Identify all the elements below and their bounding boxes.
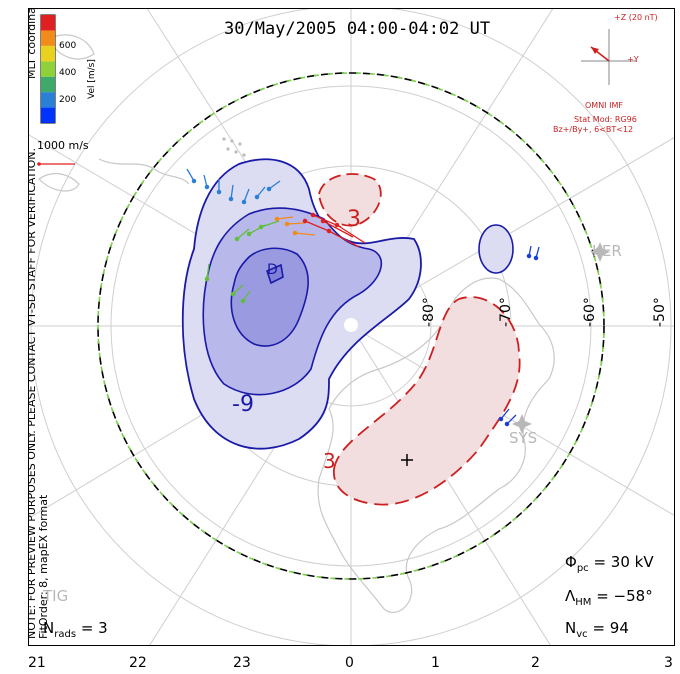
mlt-tick-0: 0 (345, 655, 354, 671)
vector-group-orange (274, 216, 316, 236)
colorbar-swatch-6 (41, 15, 55, 31)
stat-nrads: Nrads = 3 (43, 619, 108, 640)
colorbar-swatch-3 (41, 61, 55, 77)
velocity-vectors (186, 137, 540, 427)
station-label-tig: TIG (43, 587, 69, 605)
imf-z-label: +Z (20 nT) (614, 13, 658, 22)
colorbar-unit: Vel [m/s] (87, 59, 97, 99)
negative-cell-core (230, 247, 309, 347)
reference-vector-label: 1000 m/s (37, 139, 89, 152)
stat-nvc: Nvc = 94 (565, 619, 629, 640)
imf-arrowhead (591, 47, 599, 54)
colorbar-tick-400: 400 (59, 68, 77, 78)
imf-y-label: +Y (627, 55, 639, 64)
colorbar-swatch-5 (41, 30, 55, 46)
contour-label-positive-bottom: 3 (323, 449, 336, 473)
colorbar-tick-200: 200 (59, 95, 77, 105)
map-title: 30/May/2005 04:00-04:02 UT (224, 19, 491, 39)
vector-group-east (498, 245, 540, 427)
colorbar-swatch-0 (41, 107, 55, 123)
stat-phi-pc: Φpc = 30 kV (565, 553, 654, 574)
hm-boundary-green (97, 72, 605, 580)
meridian-5 (350, 325, 551, 645)
colorbar-swatch-2 (41, 76, 55, 93)
contour-label-negative: -9 (232, 392, 254, 417)
stat-lambda-hm: ΛHM = −58° (565, 587, 653, 608)
colorbar-tick-600: 600 (59, 41, 77, 51)
map-frame: 30/May/2005 04:00-04:02 UT +Z (20 nT) +Y… (28, 8, 675, 646)
imf-dial (581, 29, 637, 85)
mlt-tick-2: 2 (531, 655, 540, 671)
station-label-sys: SYS (509, 429, 538, 447)
latitude-label-70: -70° (498, 297, 514, 327)
potential-max-marker (401, 454, 413, 466)
station-markers (512, 242, 610, 434)
imf-conditions: Bz+/By+, 6<BT<12 (553, 125, 634, 134)
coastline-peninsula (98, 158, 190, 185)
coastline-island-2 (48, 34, 95, 60)
vector-group-green (204, 220, 280, 304)
pole-marker (344, 318, 358, 332)
mlt-tick-23: 23 (233, 655, 251, 671)
positive-cell-top (318, 173, 382, 227)
coastline-island-1 (38, 172, 80, 192)
vector-group-grey (222, 137, 246, 157)
vector-group-dawn (186, 168, 281, 205)
station-label-ker: KER (592, 242, 622, 260)
station-star-ker (590, 242, 610, 262)
negative-cell-small (478, 224, 514, 274)
colorbar-swatch-1 (41, 92, 55, 108)
mlt-tick-22: 22 (129, 655, 147, 671)
colorbar-swatch-4 (41, 45, 55, 62)
colorbar-swatches (41, 15, 55, 123)
mlt-tick-3: 3 (664, 655, 673, 671)
coordinates-label: MLT coordinates (28, 8, 38, 79)
mlt-tick-1: 1 (431, 655, 440, 671)
reference-vector-dot (37, 162, 41, 166)
imf-source: OMNI IMF (585, 101, 623, 110)
positive-cell-bottom (333, 296, 521, 506)
polar-map (29, 9, 674, 645)
negative-cell-center (266, 263, 284, 285)
contour-label-center: D (267, 262, 278, 278)
imf-model: Stat Mod: RG96 (574, 115, 637, 124)
latitude-label-80: -80° (421, 297, 437, 327)
latitude-label-50: -50° (652, 297, 668, 327)
fit-note: FitOrder: 8, mapEX format (37, 494, 50, 639)
vector-group-red (302, 212, 366, 248)
station-star-sys (512, 414, 532, 434)
latitude-label-60: -60° (582, 297, 598, 327)
colorbar (40, 14, 56, 124)
contour-label-positive-top: 3 (347, 207, 361, 232)
mlt-tick-21: 21 (28, 655, 46, 671)
